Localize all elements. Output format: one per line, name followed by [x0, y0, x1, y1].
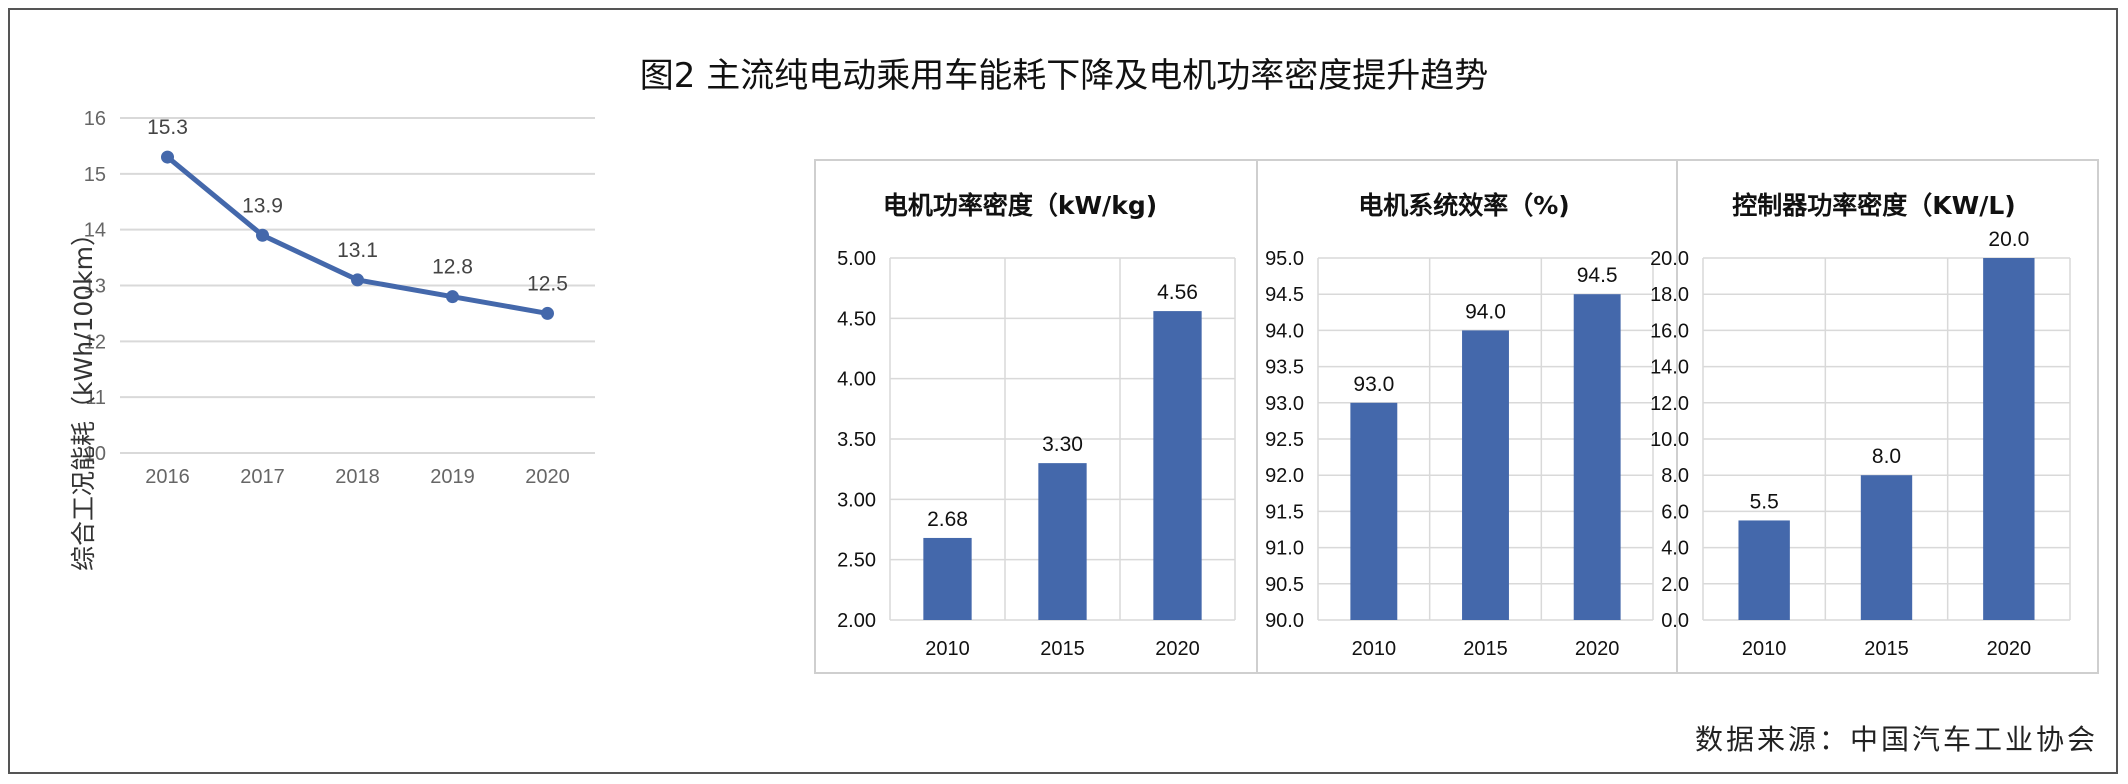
bar-x-tick-label: 2010	[1352, 638, 1397, 660]
bar-y-tick-label: 2.00	[837, 610, 876, 632]
bar-chart-title: 电机系统效率（%)	[1358, 191, 1569, 220]
bar	[1462, 330, 1509, 620]
bar-y-tick-label: 10.0	[1650, 429, 1689, 451]
bar-y-tick-label: 92.0	[1265, 465, 1304, 487]
bar-y-tick-label: 91.5	[1265, 501, 1304, 523]
line-y-tick-label: 11	[85, 387, 106, 409]
line-y-tick-label: 12	[84, 331, 106, 353]
line-point	[161, 150, 174, 164]
bar	[1573, 294, 1621, 620]
bar	[1038, 463, 1087, 620]
bar-y-tick-label: 90.0	[1265, 610, 1304, 632]
bar-y-tick-label: 16.0	[1650, 320, 1689, 342]
bar	[1153, 311, 1202, 620]
bar-y-tick-label: 92.5	[1265, 429, 1304, 451]
line-point	[351, 273, 364, 287]
bar-data-label: 5.5	[1750, 490, 1779, 513]
bar-data-label: 93.0	[1353, 373, 1394, 396]
line-x-tick-label: 2020	[525, 466, 570, 488]
bar-y-tick-label: 20.0	[1650, 248, 1689, 270]
bar-y-tick-label: 18.0	[1650, 284, 1689, 306]
line-x-tick-label: 2019	[430, 466, 475, 488]
bar-y-tick-label: 91.0	[1265, 538, 1304, 560]
bar-y-tick-label: 93.5	[1265, 357, 1304, 379]
line-y-tick-label: 15	[84, 164, 106, 186]
line-x-tick-label: 2017	[240, 466, 285, 488]
bar-y-tick-label: 94.0	[1265, 320, 1304, 342]
bar-y-tick-label: 2.0	[1661, 574, 1689, 596]
figure-title: 图2 主流纯电动乘用车能耗下降及电机功率密度提升趋势	[639, 56, 1489, 96]
bar-panel-border	[814, 159, 2099, 674]
bar-y-tick-label: 14.0	[1650, 357, 1689, 379]
bar	[1983, 258, 2035, 620]
bar	[923, 537, 972, 620]
line-point	[446, 290, 459, 304]
line-series	[165, 155, 548, 316]
bar-y-tick-label: 6.0	[1661, 501, 1689, 523]
bar-x-tick-label: 2015	[1463, 638, 1508, 660]
bar-chart-title: 电机功率密度（kW/kg)	[883, 191, 1157, 220]
bar-y-tick-label: 12.0	[1650, 393, 1689, 415]
bar-x-tick-label: 2020	[1575, 638, 1620, 660]
bar-data-label: 2.68	[927, 508, 968, 531]
bar-x-tick-label: 2020	[1155, 638, 1200, 660]
bar-data-label: 20.0	[1988, 228, 2029, 251]
bar-data-label: 3.30	[1042, 433, 1083, 456]
line-point	[256, 228, 269, 242]
bar-x-tick-label: 2020	[1987, 638, 2032, 660]
bar-chart-title: 控制器功率密度（KW/L)	[1732, 191, 2015, 220]
line-data-label: 13.9	[242, 194, 283, 217]
bar	[1350, 402, 1398, 620]
bar-x-tick-label: 2010	[1742, 638, 1787, 660]
bar-data-label: 4.56	[1157, 281, 1198, 304]
bar-y-tick-label: 4.00	[837, 369, 876, 391]
bar-data-label: 94.0	[1465, 300, 1506, 323]
bar-y-tick-label: 90.5	[1265, 574, 1304, 596]
bar-y-tick-label: 93.0	[1265, 393, 1304, 415]
line-y-tick-label: 14	[84, 220, 106, 242]
bar	[1738, 520, 1790, 620]
line-data-label: 13.1	[337, 239, 378, 262]
data-source: 数据来源：中国汽车工业协会	[1694, 723, 2098, 756]
bar-x-tick-label: 2015	[1040, 638, 1085, 660]
line-y-axis-label: 综合工况能耗（kWh/100km）	[69, 221, 98, 571]
bar	[1860, 475, 1913, 620]
line-x-tick-label: 2016	[145, 466, 190, 488]
bar-y-tick-label: 94.5	[1265, 284, 1304, 306]
bar-y-tick-label: 3.00	[837, 489, 876, 511]
line-y-tick-label: 13	[84, 276, 106, 298]
bar-y-tick-label: 3.50	[837, 429, 876, 451]
line-data-label: 12.5	[527, 272, 568, 295]
bar-x-tick-label: 2010	[925, 638, 970, 660]
bar-y-tick-label: 5.00	[837, 248, 876, 270]
line-point	[541, 306, 554, 320]
bar-data-label: 94.5	[1577, 264, 1618, 287]
bar-y-tick-label: 95.0	[1265, 248, 1304, 270]
bar-y-tick-label: 8.0	[1661, 465, 1689, 487]
bar-y-tick-label: 4.0	[1661, 538, 1689, 560]
bar-x-tick-label: 2015	[1864, 638, 1909, 660]
line-x-tick-label: 2018	[335, 466, 380, 488]
bar-data-label: 8.0	[1872, 445, 1901, 468]
bar-y-tick-label: 4.50	[837, 308, 876, 330]
line-data-label: 12.8	[432, 256, 473, 279]
line-y-tick-label: 10	[84, 443, 106, 465]
line-data-label: 15.3	[147, 116, 188, 139]
bar-y-tick-label: 0.0	[1661, 610, 1689, 632]
bar-y-tick-label: 2.50	[837, 550, 876, 572]
figure-frame	[8, 8, 2118, 774]
line-y-tick-label: 16	[84, 108, 106, 130]
